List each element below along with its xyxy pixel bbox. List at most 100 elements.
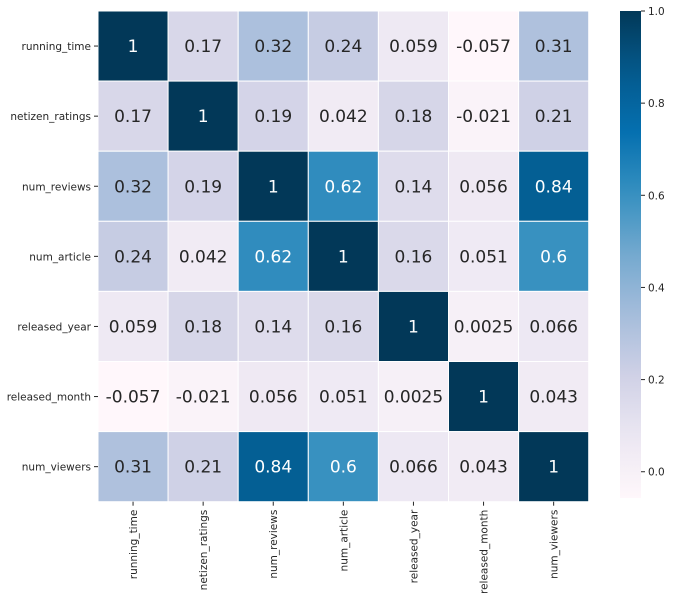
heatmap-cell-released_year-num_viewers: [518, 290, 590, 362]
heatmap-cell-num_viewers-num_article: [307, 431, 379, 503]
cell-annotation-running_time-released_month: -0.057: [456, 37, 511, 57]
cell-annotation-released_year-netizen_ratings: 0.18: [184, 317, 222, 337]
cell-annotation-num_article-released_year: 0.16: [395, 247, 433, 267]
cell-annotation-num_viewers-num_article: 0.6: [330, 458, 357, 478]
heatmap-cell-num_article-num_article: [307, 220, 379, 292]
cell-annotation-released_month-running_time: -0.057: [106, 388, 161, 408]
cell-annotation-num_reviews-released_year: 0.14: [395, 177, 433, 197]
y-tick-label-netizen_ratings: netizen_ratings: [10, 111, 91, 123]
cell-annotation-running_time-num_viewers: 0.31: [535, 37, 573, 57]
cell-annotation-released_year-running_time: 0.059: [109, 317, 158, 337]
cell-annotation-released_month-released_year: 0.0025: [384, 388, 443, 408]
cell-annotation-num_article-num_viewers: 0.6: [540, 247, 567, 267]
heatmap-cell-num_viewers-released_month: [448, 431, 520, 503]
heatmap-cell-num_reviews-num_reviews: [237, 150, 309, 222]
heatmap-cell-released_year-num_reviews: [237, 290, 309, 362]
heatmap-cell-released_month-running_time: [97, 361, 169, 433]
y-tick-label-num_reviews: num_reviews: [22, 181, 91, 193]
cell-annotation-released_year-released_year: 1: [408, 317, 419, 337]
x-tick-label-released_month: released_month: [479, 510, 491, 594]
colorbar-tick-label-1: 0.2: [648, 375, 665, 387]
cell-annotation-running_time-num_article: 0.24: [324, 37, 362, 57]
cell-annotation-num_article-netizen_ratings: 0.042: [179, 247, 228, 267]
heatmap-cell-released_month-num_reviews: [237, 361, 309, 433]
cell-annotation-netizen_ratings-released_year: 0.18: [395, 107, 433, 127]
heatmap-cell-released_year-running_time: [97, 290, 169, 362]
heatmap-cell-num_reviews-num_viewers: [518, 150, 590, 222]
cell-annotation-num_reviews-num_article: 0.62: [324, 177, 362, 197]
x-tick-label-num_reviews: num_reviews: [268, 510, 280, 579]
heatmap-cell-netizen_ratings-num_reviews: [237, 80, 309, 152]
heatmap-cell-released_month-num_viewers: [518, 361, 590, 433]
cell-annotation-released_month-num_reviews: 0.056: [249, 388, 298, 408]
cell-annotation-num_article-running_time: 0.24: [114, 247, 152, 267]
heatmap-cell-running_time-netizen_ratings: [167, 10, 239, 82]
cell-annotation-num_viewers-netizen_ratings: 0.21: [184, 458, 222, 478]
heatmap-cell-released_month-released_year: [377, 361, 449, 433]
heatmap-cell-running_time-num_article: [307, 10, 379, 82]
y-axis-ticks: running_time netizen_ratings num_reviewsnu…: [7, 41, 98, 474]
colorbar-tick-label-2: 0.4: [648, 282, 665, 294]
cell-annotation-running_time-num_reviews: 0.32: [254, 37, 292, 57]
colorbar-tick-label-0: 0.0: [648, 467, 665, 479]
heatmap-cell-num_article-netizen_ratings: [167, 220, 239, 292]
heatmap-cell-num_viewers-num_reviews: [237, 431, 309, 503]
cell-annotation-netizen_ratings-num_article: 0.042: [319, 107, 368, 127]
y-tick-label-num_viewers: num_viewers: [22, 462, 91, 474]
cell-annotation-netizen_ratings-num_viewers: 0.21: [535, 107, 573, 127]
cell-annotation-num_article-num_reviews: 0.62: [254, 247, 292, 267]
cell-annotation-released_month-num_viewers: 0.043: [529, 388, 578, 408]
cell-annotation-running_time-released_year: 0.059: [389, 37, 438, 57]
heatmap-cell-running_time-released_month: [448, 10, 520, 82]
cell-annotation-num_viewers-running_time: 0.31: [114, 458, 152, 478]
heatmap-cell-netizen_ratings-num_viewers: [518, 80, 590, 152]
colorbar-tick-label-3: 0.6: [648, 190, 665, 202]
cell-annotation-running_time-running_time: 1: [128, 37, 139, 57]
heatmap-cell-num_viewers-running_time: [97, 431, 169, 503]
x-tick-label-num_viewers: num_viewers: [549, 510, 561, 579]
heatmap-cell-running_time-num_reviews: [237, 10, 309, 82]
cell-annotation-netizen_ratings-running_time: 0.17: [114, 107, 152, 127]
cell-annotation-num_reviews-num_reviews: 1: [268, 177, 279, 197]
cell-annotation-num_reviews-released_month: 0.056: [459, 177, 508, 197]
cell-annotation-num_viewers-released_year: 0.066: [389, 458, 438, 478]
cell-annotation-num_viewers-released_month: 0.043: [459, 458, 508, 478]
x-tick-label-netizen_ratings: netizen_ratings: [198, 510, 210, 591]
cell-annotation-released_month-netizen_ratings: -0.021: [176, 388, 231, 408]
y-tick-label-num_article: num_article: [29, 251, 91, 263]
heatmap-cell-num_reviews-released_year: [377, 150, 449, 222]
cell-annotation-released_month-num_article: 0.051: [319, 388, 368, 408]
cell-annotation-released_year-num_viewers: 0.066: [529, 317, 578, 337]
heatmap-cell-netizen_ratings-released_year: [377, 80, 449, 152]
x-axis-ticks: running_time netizen_ratings num_reviews nu…: [128, 501, 561, 594]
cell-annotation-released_year-num_article: 0.16: [324, 317, 362, 337]
x-tick-label-running_time: running_time: [128, 510, 140, 580]
heatmap-annotations: 1 0.17 0.32 0.24 0.059 -0.057 0.31 0.17 1 0.19 0.0…: [106, 37, 578, 478]
cell-annotation-num_viewers-num_viewers: 1: [548, 458, 559, 478]
heatmap-cell-num_reviews-num_article: [307, 150, 379, 222]
cell-annotation-netizen_ratings-released_month: -0.021: [456, 107, 511, 127]
heatmap-cell-num_article-running_time: [97, 220, 169, 292]
heatmap-cell-num_viewers-released_year: [377, 431, 449, 503]
colorbar-tick-label-5: 1.0: [648, 6, 665, 18]
colorbar: 0.0 0.2 0.4 0.6 0.8 1.0: [620, 6, 665, 498]
heatmap-cell-num_viewers-num_viewers: [518, 431, 590, 503]
heatmap-cell-num_reviews-netizen_ratings: [167, 150, 239, 222]
heatmap-cells: [97, 10, 590, 503]
cell-annotation-num_viewers-num_reviews: 0.84: [254, 458, 292, 478]
cell-annotation-released_month-released_month: 1: [478, 388, 489, 408]
heatmap-cell-num_article-released_month: [448, 220, 520, 292]
colorbar-tick-label-4: 0.8: [648, 98, 665, 110]
cell-annotation-released_year-released_month: 0.0025: [454, 317, 513, 337]
colorbar-gradient: [620, 11, 641, 498]
cell-annotation-num_article-released_month: 0.051: [459, 247, 508, 267]
cell-annotation-netizen_ratings-num_reviews: 0.19: [254, 107, 292, 127]
cell-annotation-netizen_ratings-netizen_ratings: 1: [198, 107, 209, 127]
y-tick-label-running_time: running_time: [22, 41, 92, 53]
heatmap-cell-released_month-netizen_ratings: [167, 361, 239, 433]
cell-annotation-num_reviews-netizen_ratings: 0.19: [184, 177, 222, 197]
y-tick-label-released_month: released_month: [7, 392, 91, 404]
cell-annotation-num_article-num_article: 1: [338, 247, 349, 267]
heatmap-cell-running_time-running_time: [97, 10, 169, 82]
